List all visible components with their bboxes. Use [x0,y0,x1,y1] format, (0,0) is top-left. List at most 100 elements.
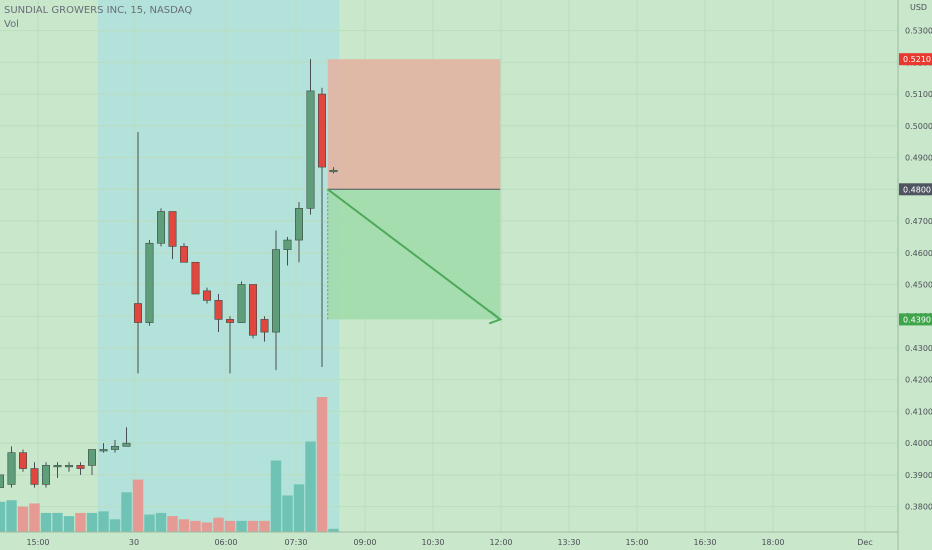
candle-body[interactable] [99,449,108,452]
volume-bar [40,512,52,532]
candle-body[interactable] [30,468,39,485]
time-tick-label: 06:00 [214,538,237,547]
price-tick-label: 0.5300 [905,27,932,36]
short-position-tool[interactable] [327,59,503,325]
volume-bar [121,492,132,532]
candle-body[interactable] [65,465,74,468]
price-tick-label: 0.5000 [905,122,932,131]
volume-bar [98,511,109,532]
candle-body[interactable] [180,246,189,263]
candle-body[interactable] [111,446,120,450]
volume-bar [190,520,201,532]
time-tick-label: 16:30 [693,538,716,547]
candle-body[interactable] [317,93,326,168]
volume-bar [328,528,339,532]
candle-body[interactable] [260,319,269,333]
time-tick-label: 13:30 [557,538,580,547]
candle-body[interactable] [249,284,258,336]
projection-arrow-line [327,188,501,321]
candle-body[interactable] [76,465,85,469]
stop-price-tag: 0.5210 [903,55,931,64]
target-price-tag-background [899,313,932,326]
time-tick-label: 07:30 [284,538,307,547]
volume-bar [0,501,6,532]
volume-bar [236,520,247,532]
price-tick-label: 0.4700 [905,217,932,226]
price-tick-label: 0.5100 [905,90,932,99]
price-tick-label: 0.4600 [905,249,932,258]
candles[interactable] [0,59,338,488]
candle-body[interactable] [145,242,154,323]
volume-bar [155,512,167,532]
candle-body[interactable] [0,474,5,488]
price-tick-label: 0.4900 [905,154,932,163]
time-tick-label: 10:30 [421,538,444,547]
price-tick-label: 0.4500 [905,280,932,289]
price-axis-background [898,0,932,550]
candle-body[interactable] [7,452,16,485]
candle-body[interactable] [18,452,27,469]
target-price-tag: 0.4390 [903,315,931,324]
candle-body[interactable] [157,211,166,244]
price-tick-label: 0.4100 [905,407,932,416]
time-axis-ticks: 15:00 30 06:00 07:30 09:00 10:30 12:00 13:30 15:… [26,538,872,547]
candle-body[interactable] [214,300,223,320]
volume-bar [86,512,98,532]
price-tick-label: 0.4000 [905,439,932,448]
volume-bar [201,522,213,532]
volume-bar [132,479,144,532]
volume-bar [52,512,63,532]
candle-body[interactable] [191,261,200,295]
candle-body[interactable] [203,290,212,301]
stop-price-tag-background [899,53,932,66]
volume-bar [259,520,270,532]
candle-body[interactable] [88,449,97,466]
candle-body[interactable] [294,208,303,241]
currency-label: USD [910,3,927,12]
volume-bar [270,460,282,532]
time-tick-label: 12:00 [489,538,512,547]
time-tick-label: 18:00 [761,538,784,547]
candle-body[interactable] [134,303,143,323]
volume-bar [17,506,29,532]
candle-body[interactable] [283,239,292,250]
price-tick-label: 0.3900 [905,471,932,480]
price-tick-label: 0.4300 [905,344,932,353]
symbol-title: SUNDIAL GROWERS INC, 15, NASDAQ [4,5,193,16]
time-tick-label: 30 [129,538,139,547]
time-tick-label: Dec [857,538,872,547]
price-tags: 0.5210 0.4800 0.4390 [899,53,932,326]
time-tick-label: 09:00 [353,538,376,547]
time-tick-label: 15:00 [625,538,648,547]
volume-bar [316,397,328,532]
candle-body[interactable] [41,465,50,485]
volume-bar [178,519,190,532]
candle-body[interactable] [226,319,235,323]
price-tick-label: 0.3800 [905,503,932,512]
entry-price-tag: 0.4800 [903,185,931,194]
time-tick-label: 15:00 [26,538,49,547]
chart-legend: SUNDIAL GROWERS INC, 15, NASDAQ Vol [4,4,192,32]
entry-price-tag-background [899,183,932,196]
volume-bar [213,517,224,532]
volume-bar [224,520,236,532]
candle-body[interactable] [329,169,338,173]
volume-bar [247,520,259,532]
candle-body[interactable] [122,442,131,447]
candle-body[interactable] [53,465,62,468]
candle-body[interactable] [271,249,280,333]
candle-body[interactable] [237,284,246,323]
volume-bars [0,397,339,532]
volume-bar [29,503,40,532]
candle-body[interactable] [168,211,177,247]
stop-loss-zone[interactable] [327,59,501,190]
volume-bar [109,519,121,532]
candle-body[interactable] [306,90,315,209]
price-tick-label: 0.4200 [905,376,932,385]
volume-bar [293,484,305,532]
volume-bar [144,514,155,532]
volume-bar [282,495,293,532]
